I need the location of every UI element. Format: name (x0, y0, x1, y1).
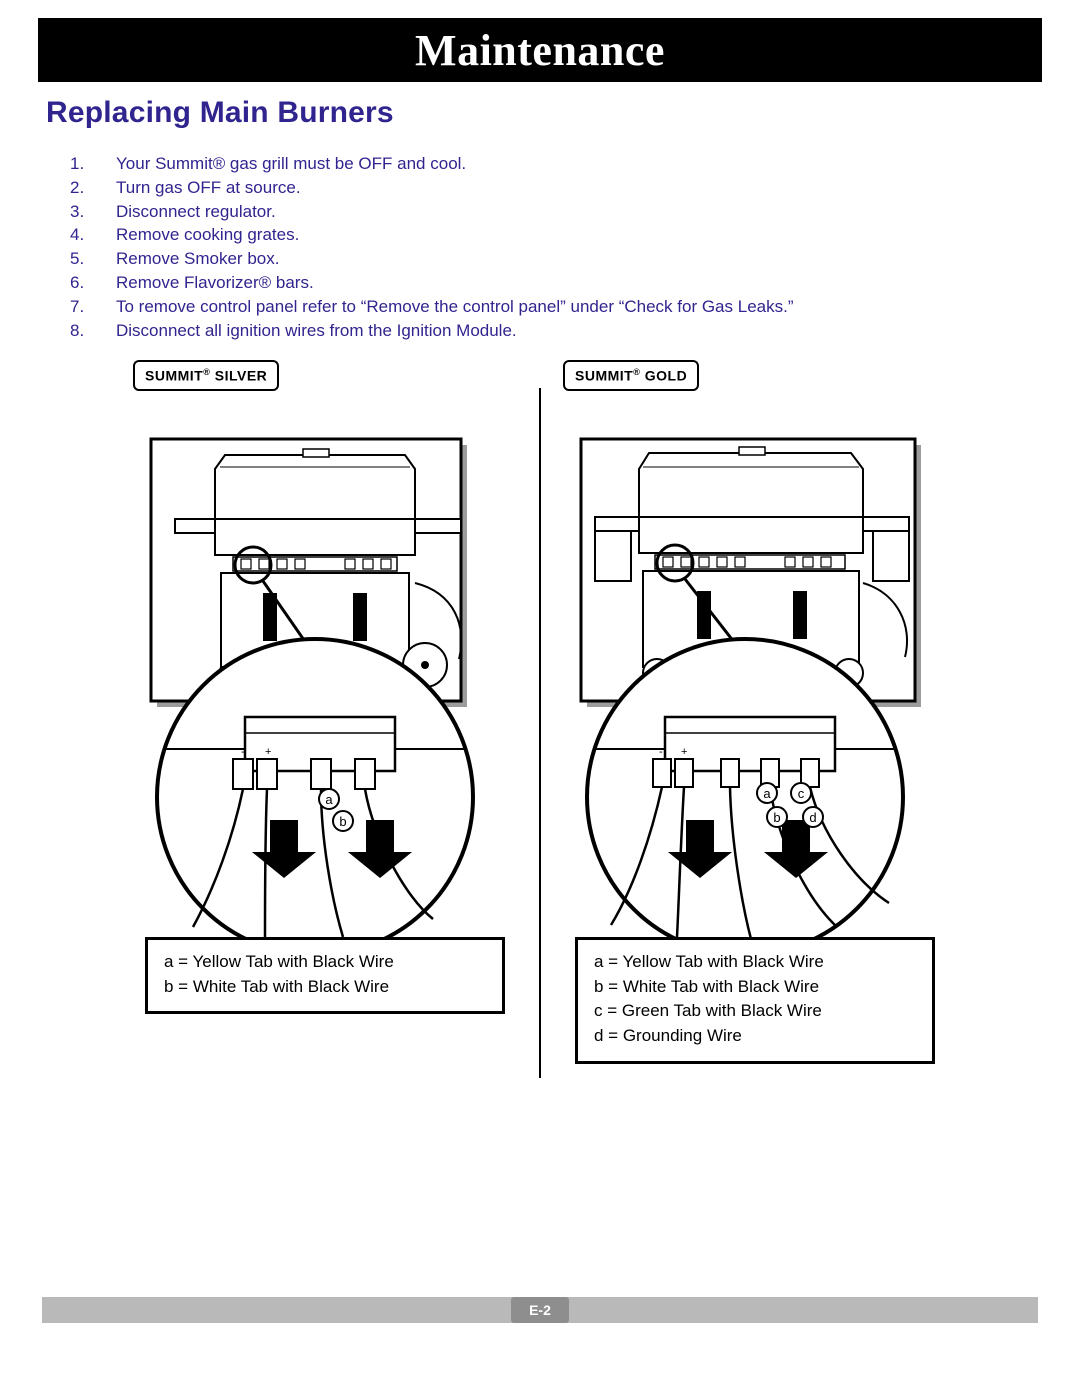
gold-diagram: - + a b c d (545, 397, 965, 957)
step-row: 5.Remove Smoker box. (70, 247, 1042, 271)
page: Maintenance Replacing Main Burners 1.You… (0, 0, 1080, 1397)
step-text: Disconnect all ignition wires from the I… (116, 319, 517, 343)
steps-list: 1.Your Summit® gas grill must be OFF and… (70, 152, 1042, 342)
silver-legend: a = Yellow Tab with Black Wireb = White … (145, 937, 505, 1014)
svg-text:a: a (763, 786, 771, 801)
step-text: To remove control panel refer to “Remove… (116, 295, 794, 319)
step-text: Your Summit® gas grill must be OFF and c… (116, 152, 466, 176)
legend-line: c = Green Tab with Black Wire (594, 999, 916, 1024)
gold-model-tag: SUMMIT® GOLD (563, 360, 699, 391)
legend-line: b = White Tab with Black Wire (164, 975, 486, 1000)
step-text: Remove Smoker box. (116, 247, 279, 271)
svg-text:+: + (681, 746, 687, 758)
step-text: Remove Flavorizer® bars. (116, 271, 314, 295)
step-text: Remove cooking grates. (116, 223, 299, 247)
svg-text:-: - (659, 746, 663, 758)
svg-text:d: d (809, 810, 816, 825)
page-number-badge: E-2 (511, 1297, 569, 1323)
step-row: 4.Remove cooking grates. (70, 223, 1042, 247)
step-row: 1.Your Summit® gas grill must be OFF and… (70, 152, 1042, 176)
step-number: 3. (70, 200, 116, 224)
page-title: Maintenance (415, 25, 665, 76)
svg-text:a: a (325, 792, 333, 807)
column-divider (539, 388, 541, 1078)
legend-line: a = Yellow Tab with Black Wire (594, 950, 916, 975)
step-number: 5. (70, 247, 116, 271)
footer-bar: E-2 (42, 1297, 1038, 1323)
silver-model-tag: SUMMIT® SILVER (133, 360, 279, 391)
svg-text:b: b (773, 810, 780, 825)
diagrams-row: SUMMIT® SILVER (38, 360, 1042, 1083)
gold-legend: a = Yellow Tab with Black Wireb = White … (575, 937, 935, 1064)
step-number: 1. (70, 152, 116, 176)
step-number: 2. (70, 176, 116, 200)
silver-diagram: - + a b (115, 397, 535, 957)
step-row: 8.Disconnect all ignition wires from the… (70, 319, 1042, 343)
legend-line: d = Grounding Wire (594, 1024, 916, 1049)
step-number: 4. (70, 223, 116, 247)
legend-line: a = Yellow Tab with Black Wire (164, 950, 486, 975)
section-heading: Replacing Main Burners (46, 96, 1042, 130)
step-number: 8. (70, 319, 116, 343)
step-text: Turn gas OFF at source. (116, 176, 301, 200)
legend-line: b = White Tab with Black Wire (594, 975, 916, 1000)
svg-text:-: - (241, 746, 245, 758)
svg-text:b: b (339, 814, 346, 829)
silver-column: SUMMIT® SILVER (115, 360, 535, 1083)
step-number: 6. (70, 271, 116, 295)
step-row: 7.To remove control panel refer to “Remo… (70, 295, 1042, 319)
step-number: 7. (70, 295, 116, 319)
step-row: 6.Remove Flavorizer® bars. (70, 271, 1042, 295)
step-text: Disconnect regulator. (116, 200, 276, 224)
svg-text:+: + (265, 746, 271, 758)
step-row: 3.Disconnect regulator. (70, 200, 1042, 224)
step-row: 2.Turn gas OFF at source. (70, 176, 1042, 200)
svg-text:c: c (798, 786, 805, 801)
title-bar: Maintenance (38, 18, 1042, 82)
gold-column: SUMMIT® GOLD (545, 360, 965, 1083)
